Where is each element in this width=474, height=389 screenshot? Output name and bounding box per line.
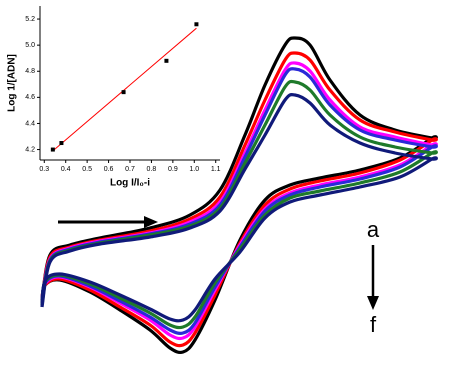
y-tick-label: 4.4 [25, 120, 35, 127]
data-point [121, 90, 126, 95]
data-point [194, 22, 199, 27]
cv-curve [40, 61, 438, 341]
annotation: f [370, 312, 377, 337]
y-tick-label: 5.2 [25, 16, 35, 23]
y-tick-label: 5.0 [25, 42, 35, 49]
sweep-arrow-head [144, 216, 158, 228]
x-tick-label: 0.7 [125, 166, 135, 173]
x-tick-label: 1.0 [189, 166, 199, 173]
y-axis-label: Log 1/[ADN] [7, 54, 18, 112]
cv-curve [40, 36, 438, 355]
y-tick-label: 4.8 [25, 68, 35, 75]
cv-curve [40, 93, 438, 323]
cv-curve [40, 79, 438, 330]
inset-frame [40, 6, 220, 160]
inset-plot: 0.3 0.4 0.5 0.6 0.7 0.8 0.9 1.0 1.1 4.2 4.4 4.6 4.8 5… [7, 6, 221, 189]
x-tick-label: 0.9 [168, 166, 178, 173]
x-tick-label: 0.6 [104, 166, 114, 173]
data-point [59, 141, 64, 146]
x-tick-label: 1.1 [211, 166, 221, 173]
y-tick-label: 4.6 [25, 94, 35, 101]
x-tick-label: 0.5 [82, 166, 92, 173]
main-plot [40, 36, 438, 355]
x-tick-label: 0.4 [61, 166, 71, 173]
x-axis-label: Log I/I₀-i [110, 178, 150, 189]
fit-line [52, 27, 197, 152]
y-tick-label: 4.2 [25, 146, 35, 153]
data-point [164, 58, 169, 63]
trend-arrow-head [367, 296, 379, 310]
annotation: a [367, 217, 380, 242]
data-point [50, 147, 55, 152]
x-tick-label: 0.8 [147, 166, 157, 173]
cv-curve [40, 51, 438, 348]
cv-curve [40, 67, 438, 335]
x-tick-label: 0.3 [39, 166, 49, 173]
